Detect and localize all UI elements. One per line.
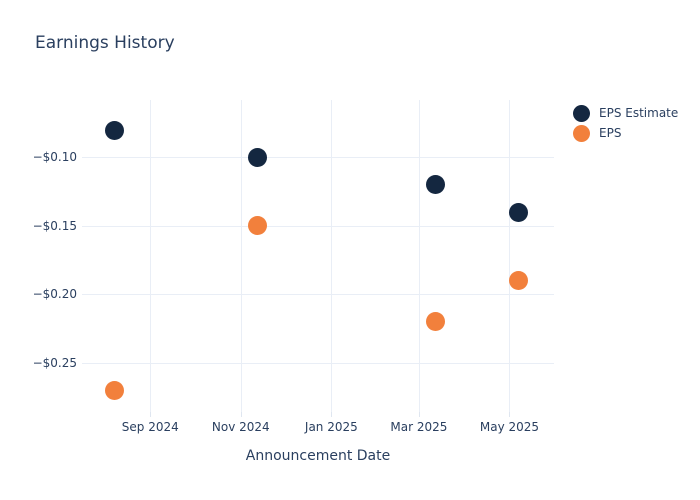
chart-title: Earnings History (35, 33, 175, 53)
data-point-eps-estimate[interactable] (425, 175, 445, 195)
x-gridline (240, 100, 242, 412)
x-gridline (509, 100, 511, 412)
legend-item-eps-estimate[interactable]: EPS Estimate (573, 103, 678, 123)
legend-label: EPS Estimate (599, 106, 679, 120)
y-tick-label: −$0.25 (32, 355, 77, 370)
data-point-eps[interactable] (508, 271, 528, 291)
y-tick-label: −$0.15 (32, 218, 77, 233)
legend-marker-icon (573, 124, 590, 142)
x-tick-label: May 2025 (479, 420, 540, 434)
x-tick-label: Mar 2025 (390, 420, 448, 434)
legend-item-eps[interactable]: EPS (573, 123, 678, 143)
y-gridline (82, 362, 554, 364)
y-tick-label: −$0.20 (32, 287, 77, 302)
x-tick-mark (150, 412, 152, 417)
x-gridline (331, 100, 333, 412)
y-gridline (82, 294, 554, 296)
data-point-eps[interactable] (105, 380, 125, 400)
y-tick-label: −$0.10 (32, 150, 77, 165)
data-point-eps-estimate[interactable] (247, 147, 267, 167)
plot-area[interactable] (82, 100, 554, 412)
legend-marker-icon (573, 104, 590, 122)
data-point-eps[interactable] (247, 216, 267, 236)
data-point-eps-estimate[interactable] (105, 120, 125, 140)
x-tick-mark (418, 412, 420, 417)
data-point-eps-estimate[interactable] (508, 202, 528, 222)
x-tick-mark (331, 412, 333, 417)
x-tick-label: Jan 2025 (304, 420, 358, 434)
x-gridline (418, 100, 420, 412)
legend-label: EPS (599, 126, 622, 140)
x-gridline (150, 100, 152, 412)
x-tick-label: Nov 2024 (211, 420, 270, 434)
x-tick-label: Sep 2024 (121, 420, 179, 434)
y-gridline (82, 225, 554, 227)
data-point-eps[interactable] (425, 312, 445, 332)
legend: EPS Estimate EPS (573, 103, 678, 143)
x-tick-mark (509, 412, 511, 417)
x-axis-title: Announcement Date (245, 448, 391, 464)
y-gridline (82, 157, 554, 159)
x-tick-mark (240, 412, 242, 417)
